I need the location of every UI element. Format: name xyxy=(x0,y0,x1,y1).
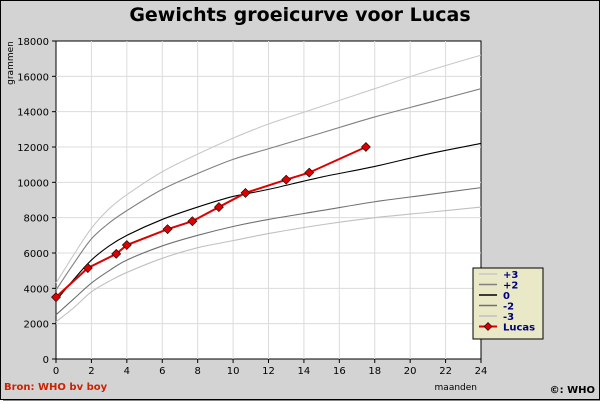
y-tick-label: 2000 xyxy=(24,320,49,331)
legend-label-sd-minus3: -3 xyxy=(503,312,514,323)
x-tick-label: 12 xyxy=(262,366,275,377)
copyright-note: ©: WHO xyxy=(550,385,595,396)
x-tick-label: 4 xyxy=(124,366,130,377)
y-tick-label: 4000 xyxy=(24,284,49,295)
lucas-series xyxy=(51,142,371,303)
x-tick-label: 2 xyxy=(88,366,94,377)
x-tick-label: 18 xyxy=(368,366,381,377)
series-line-sd-plus3 xyxy=(55,54,482,284)
data-point-lucas xyxy=(51,292,61,303)
series-line-sd-plus2 xyxy=(55,88,482,291)
data-point-lucas xyxy=(360,142,371,152)
data-point-lucas xyxy=(82,263,93,273)
y-tick-label: 18000 xyxy=(17,37,49,48)
data-point-lucas xyxy=(162,224,173,235)
series-line-sd-0 xyxy=(55,142,482,302)
x-tick-label: 22 xyxy=(439,366,452,377)
y-tick-label: 0 xyxy=(43,355,49,366)
x-tick-label: 16 xyxy=(333,366,346,377)
legend-label-lucas: Lucas xyxy=(503,323,535,334)
grid-lines xyxy=(56,41,481,359)
x-tick-label: 10 xyxy=(227,366,240,377)
x-tick-label: 0 xyxy=(53,366,59,377)
data-point-lucas xyxy=(121,240,132,250)
data-point-lucas xyxy=(240,188,251,198)
data-point-lucas xyxy=(304,167,315,178)
legend-label-sd-plus2: +2 xyxy=(503,281,518,292)
y-tick-label: 14000 xyxy=(17,108,49,119)
legend-label-sd-minus2: -2 xyxy=(503,302,514,313)
legend-marker-lucas xyxy=(483,322,493,331)
source-note: Bron: WHO bv boy xyxy=(4,382,108,393)
y-tick-label: 10000 xyxy=(17,178,49,189)
y-tick-label: 6000 xyxy=(24,249,49,260)
y-tick-label: 8000 xyxy=(24,214,49,225)
data-point-lucas xyxy=(187,216,198,227)
x-axis-ticks: 0 2 4 6 8 10 12 14 16 18 20 22 24 xyxy=(53,359,488,377)
x-axis-label: maanden xyxy=(435,383,477,393)
data-point-lucas xyxy=(213,202,224,212)
x-tick-label: 24 xyxy=(475,366,488,377)
x-tick-label: 6 xyxy=(159,366,165,377)
series-line-sd-minus3 xyxy=(55,206,482,323)
chart-title: Gewichts groeicurve voor Lucas xyxy=(129,4,470,26)
data-point-lucas xyxy=(281,174,292,185)
x-tick-label: 8 xyxy=(194,366,200,377)
y-tick-label: 12000 xyxy=(17,143,49,154)
y-axis-ticks: 0 2000 4000 6000 8000 10000 12000 14000 16000 180… xyxy=(17,37,56,366)
y-axis-label: grammen xyxy=(6,41,16,85)
x-tick-label: 20 xyxy=(404,366,417,377)
legend-label-sd-0: 0 xyxy=(503,291,510,302)
x-tick-label: 14 xyxy=(298,366,311,377)
data-point-lucas xyxy=(111,248,122,259)
reference-curves xyxy=(55,54,482,323)
series-line-sd-minus2 xyxy=(55,187,482,316)
y-tick-label: 16000 xyxy=(17,72,49,83)
legend-label-sd-plus3: +3 xyxy=(503,270,518,281)
